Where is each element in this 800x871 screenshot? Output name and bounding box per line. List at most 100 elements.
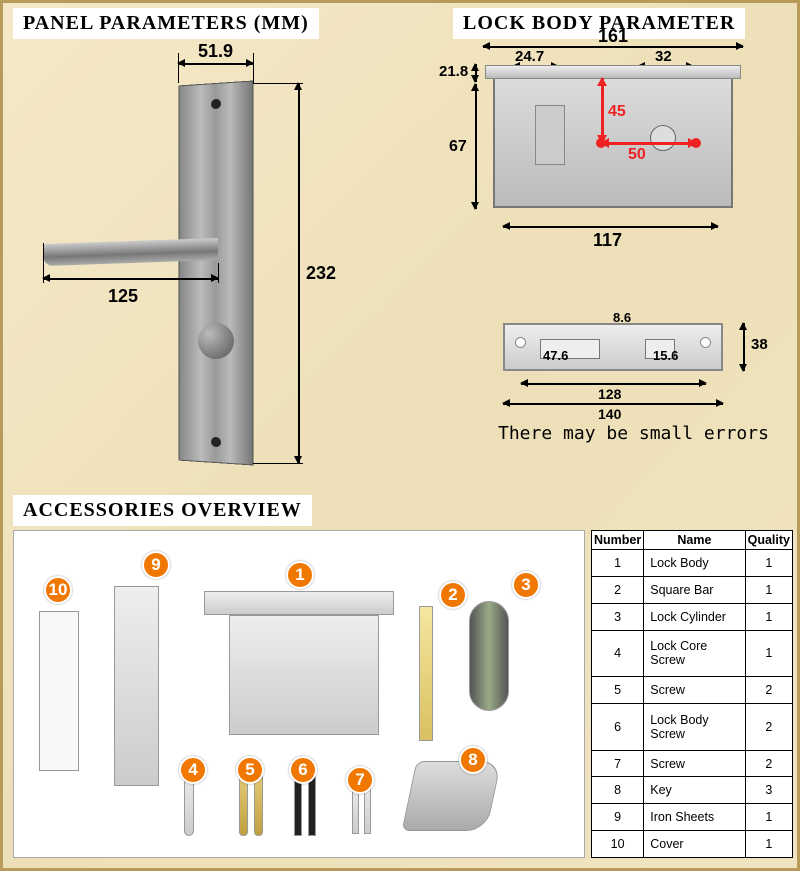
table-row: 2Square Bar1 — [592, 576, 793, 603]
red-dim-cc — [601, 78, 604, 143]
cell-name: Lock Core Screw — [644, 630, 745, 677]
cell-name: Cover — [644, 831, 745, 858]
badge-8: 8 — [459, 746, 487, 774]
table-row: 3Lock Cylinder1 — [592, 603, 793, 630]
th-quality: Quality — [745, 531, 792, 550]
red-dot — [691, 138, 701, 148]
cell-number: 5 — [592, 677, 644, 704]
cell-quality: 3 — [745, 777, 792, 804]
dim-label-overall-width: 161 — [598, 26, 628, 47]
acc-keys — [402, 761, 502, 831]
screw-dot — [211, 99, 221, 110]
cell-number: 7 — [592, 750, 644, 777]
dim-panel-width — [178, 63, 253, 65]
cell-name: Lock Cylinder — [644, 603, 745, 630]
badge-4: 4 — [179, 756, 207, 784]
dim-tick — [218, 263, 219, 283]
cell-name: Screw — [644, 677, 745, 704]
red-label-backset: 50 — [628, 146, 646, 164]
dim-tick — [178, 53, 179, 83]
dim-label-strike-h: 38 — [751, 336, 768, 353]
badge-1: 1 — [286, 561, 314, 589]
table-row: 8Key3 — [592, 777, 793, 804]
cell-number: 4 — [592, 630, 644, 677]
dim-label-latch-w: 24.7 — [515, 48, 544, 65]
table-row: 1Lock Body1 — [592, 550, 793, 577]
cell-quality: 1 — [745, 804, 792, 831]
cell-number: 9 — [592, 804, 644, 831]
cell-quality: 1 — [745, 603, 792, 630]
table-body: 1Lock Body12Square Bar13Lock Cylinder14L… — [592, 550, 793, 858]
table-row: 5Screw2 — [592, 677, 793, 704]
dim-panel-height — [298, 83, 300, 463]
lock-body-section: LOCK BODY PARAMETER 161 24.7 32 21.8 67 … — [443, 8, 793, 493]
accessories-table: Number Name Quality 1Lock Body12Square B… — [591, 530, 793, 858]
dim-label-body-w: 117 — [593, 230, 622, 251]
dim-face-h — [475, 64, 477, 82]
lock-internal — [535, 105, 565, 165]
badge-5: 5 — [236, 756, 264, 784]
panel-title: PANEL PARAMETERS (MM) — [13, 8, 319, 39]
dim-label-bolt-w: 32 — [655, 48, 672, 65]
dim-handle-reach — [43, 278, 218, 280]
acc-cover — [39, 611, 79, 771]
badge-10: 10 — [44, 576, 72, 604]
accessories-title: ACCESSORIES OVERVIEW — [13, 495, 312, 526]
screw-dot — [211, 437, 221, 448]
dim-tick — [253, 53, 254, 83]
acc-faceplate — [204, 591, 394, 615]
dim-label-body-h: 67 — [449, 138, 467, 156]
table-row: 6Lock Body Screw2 — [592, 703, 793, 750]
dim-label-face-h: 21.8 — [439, 63, 468, 80]
dim-label-strike-inner: 128 — [598, 386, 621, 402]
cell-name: Iron Sheets — [644, 804, 745, 831]
table-row: 10Cover1 — [592, 831, 793, 858]
dim-label-slot-b: 15.6 — [653, 348, 678, 363]
badge-7: 7 — [346, 766, 374, 794]
table: Number Name Quality 1Lock Body12Square B… — [591, 530, 793, 858]
panel-parameters-section: PANEL PARAMETERS (MM) 51.9 232 125 — [13, 8, 403, 488]
cell-quality: 1 — [745, 630, 792, 677]
th-name: Name — [644, 531, 745, 550]
cell-quality: 2 — [745, 750, 792, 777]
acc-cylinder — [469, 601, 509, 711]
badge-9: 9 — [142, 551, 170, 579]
dim-label-panel-height: 232 — [306, 263, 336, 284]
strike-plate — [503, 323, 723, 371]
cell-quality: 1 — [745, 550, 792, 577]
dim-tick — [253, 463, 303, 464]
cell-quality: 1 — [745, 831, 792, 858]
cell-number: 3 — [592, 603, 644, 630]
badge-3: 3 — [512, 571, 540, 599]
table-row: 4Lock Core Screw1 — [592, 630, 793, 677]
thumb-turn — [198, 323, 234, 359]
dim-label-handle-reach: 125 — [108, 286, 138, 307]
acc-square-bar — [419, 606, 433, 741]
cell-name: Lock Body Screw — [644, 703, 745, 750]
cell-number: 1 — [592, 550, 644, 577]
table-row: 7Screw2 — [592, 750, 793, 777]
red-dim-backset — [601, 142, 696, 145]
cell-name: Square Bar — [644, 576, 745, 603]
dim-strike-inner — [521, 383, 706, 385]
dim-tick — [43, 243, 44, 283]
error-note: There may be small errors — [498, 423, 769, 444]
cylinder-hole — [650, 125, 676, 151]
cell-quality: 2 — [745, 703, 792, 750]
dim-body-h — [475, 84, 477, 209]
cell-number: 8 — [592, 777, 644, 804]
table-row: 9Iron Sheets1 — [592, 804, 793, 831]
dim-label-panel-width: 51.9 — [198, 41, 233, 62]
handle-plate — [179, 80, 254, 465]
dim-strike-h — [743, 323, 745, 371]
dim-label-strike-outer: 140 — [598, 406, 621, 422]
cell-number: 6 — [592, 703, 644, 750]
cell-name: Key — [644, 777, 745, 804]
panel-diagram: 51.9 232 125 — [13, 43, 403, 488]
dim-strike-outer — [503, 403, 723, 405]
cell-number: 2 — [592, 576, 644, 603]
acc-lock-body — [229, 615, 379, 735]
badge-2: 2 — [439, 581, 467, 609]
dim-tick — [253, 83, 303, 84]
dim-label-gap: 8.6 — [613, 310, 631, 325]
